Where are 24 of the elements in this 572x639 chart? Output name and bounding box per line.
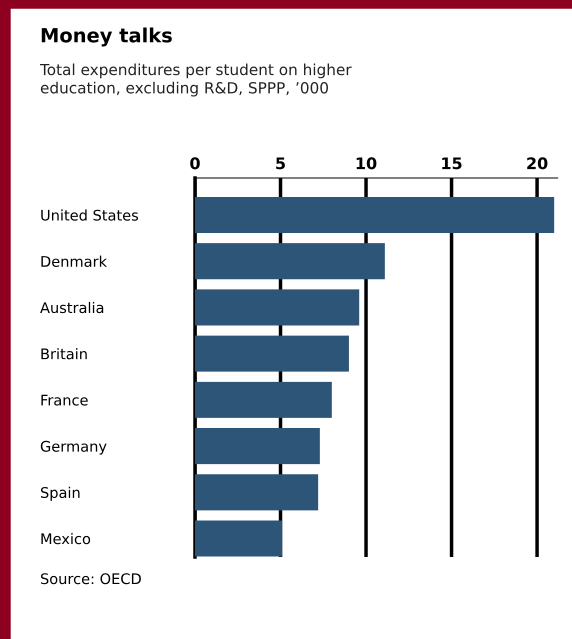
bar — [195, 428, 320, 464]
chart-title: Money talks — [42, 28, 172, 46]
x-tick-label: 15 — [442, 157, 462, 170]
y-tick-label: Denmark — [41, 256, 107, 267]
bar — [195, 520, 282, 557]
x-tick-label: 20 — [527, 157, 548, 170]
y-tick-label: United States — [41, 209, 138, 221]
y-tick-label: France — [41, 394, 88, 406]
y-tick-label: Mexico — [41, 532, 90, 544]
chart-subtitle: Total expenditures per student on higher education, excluding R&D, SPPP, ’000 — [40, 63, 352, 97]
bar — [195, 243, 385, 280]
x-tick-label: 0 — [190, 157, 200, 170]
bar — [195, 336, 349, 372]
y-tick-label: Germany — [40, 440, 107, 455]
bar — [195, 474, 318, 510]
source-note: Source: OECD — [40, 573, 141, 584]
y-tick-label: Australia — [40, 302, 104, 314]
y-tick-label: Spain — [40, 486, 80, 501]
y-tick-label: Britain — [41, 348, 87, 360]
bar — [195, 289, 360, 326]
x-tick-label: 5 — [276, 157, 285, 170]
bar — [195, 196, 554, 233]
x-tick-label: 10 — [356, 157, 376, 170]
bar — [195, 382, 332, 418]
